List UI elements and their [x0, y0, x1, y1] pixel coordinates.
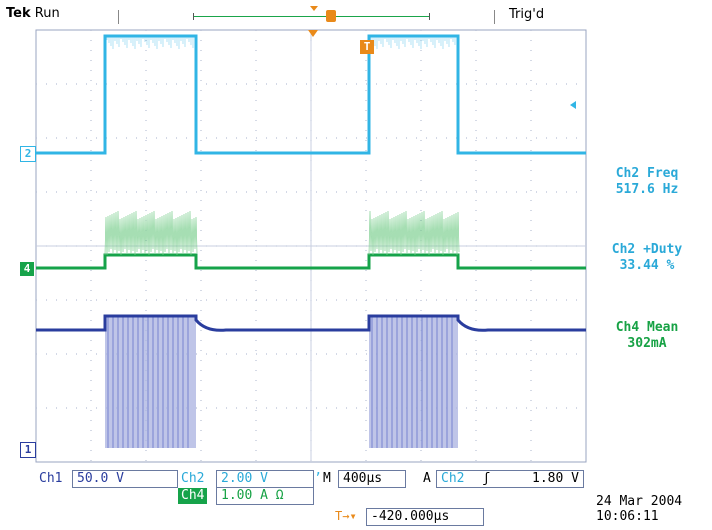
- brand-label: Tek Run: [6, 6, 60, 21]
- horizontal-position-icon: T→▾: [335, 509, 357, 523]
- trigger-mode: A: [423, 471, 431, 486]
- trigger-settings[interactable]: Ch2 ʃ 1.80 V: [436, 470, 584, 488]
- trigger-status: Trig'd: [509, 7, 545, 22]
- run-state: Run: [34, 6, 60, 21]
- timebase-value: 400μs: [338, 470, 406, 488]
- ch2-label: Ch2: [181, 471, 205, 486]
- trigger-level-icon: [570, 101, 576, 109]
- ch4-ripple-2: [368, 210, 460, 256]
- measurement-label: Ch2 +Duty: [611, 242, 683, 257]
- ch1-burst-lines-1: [107, 316, 189, 448]
- ch1-burst-fill-1: [105, 316, 196, 448]
- record-position-icon: [326, 10, 336, 22]
- trigger-source: Ch2: [441, 471, 465, 486]
- measurement-value: 302mA: [627, 336, 667, 351]
- ch1-marker: 1: [20, 442, 36, 458]
- measurement-label: Ch2 Freq: [615, 166, 679, 181]
- ch4-scale: 1.00 A Ω: [216, 487, 314, 505]
- measurement-ch2-freq: Ch2 Freq 517.6 Hz: [588, 166, 706, 198]
- brand-text: Tek: [6, 6, 31, 21]
- bandwidth-icon: ’: [314, 471, 322, 486]
- ch2-noise-1: [106, 36, 194, 49]
- ch1-scale: 50.0 V: [72, 470, 178, 488]
- graticule: [35, 29, 587, 463]
- ch4-label: Ch4: [178, 488, 208, 504]
- trigger-position-icon: [308, 30, 318, 37]
- timestamp: 24 Mar 2004 10:06:11: [596, 494, 682, 524]
- record-view-bracket: [193, 13, 430, 20]
- ch2-scale: 2.00 V: [216, 470, 314, 488]
- measurement-ch4-mean: Ch4 Mean 302mA: [588, 320, 706, 352]
- measurement-value: 33.44 %: [619, 258, 675, 273]
- ch4-marker: 4: [20, 262, 34, 276]
- ch1-burst-fill-2: [369, 316, 458, 448]
- trigger-level: 1.80 V: [532, 471, 579, 486]
- ch1-burst-lines-2: [371, 316, 453, 448]
- ch2-noise-2: [370, 36, 456, 49]
- measurement-value: 517.6 Hz: [615, 182, 679, 197]
- ch1-label: Ch1: [39, 471, 63, 486]
- timebase-label: M: [323, 471, 331, 486]
- date-text: 24 Mar 2004: [596, 494, 683, 509]
- ch1-waveform: [36, 314, 586, 332]
- measurement-ch2-duty: Ch2 +Duty 33.44 %: [588, 242, 706, 274]
- header-divider-2: [494, 10, 495, 24]
- trigger-t-marker: T: [360, 40, 374, 54]
- time-text: 10:06:11: [596, 509, 659, 524]
- measurement-label: Ch4 Mean: [615, 320, 679, 335]
- ch4-ripple-1: [104, 210, 198, 256]
- ch4-waveform: [36, 253, 586, 270]
- header-divider: [118, 10, 119, 24]
- horizontal-position: -420.000μs: [366, 508, 484, 526]
- record-caret-icon: [310, 6, 318, 11]
- record-view-line: [194, 16, 429, 17]
- rising-edge-icon: ʃ: [482, 471, 491, 486]
- ch2-waveform: [36, 34, 586, 155]
- ch2-marker: 2: [20, 146, 36, 162]
